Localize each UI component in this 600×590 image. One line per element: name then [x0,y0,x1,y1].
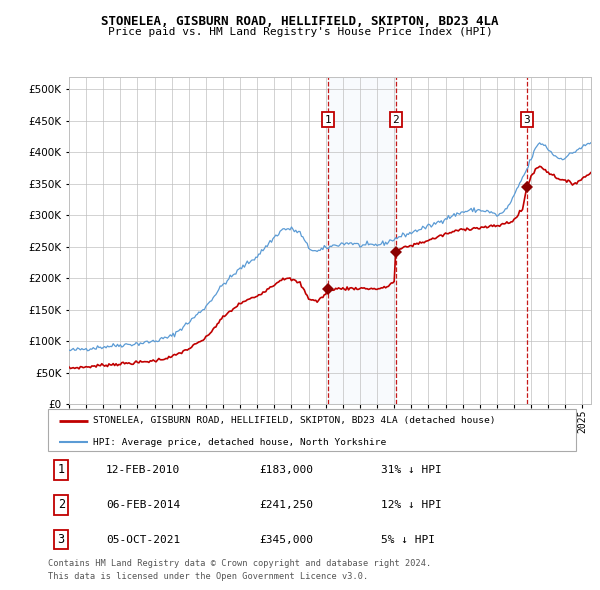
Text: Price paid vs. HM Land Registry's House Price Index (HPI): Price paid vs. HM Land Registry's House … [107,27,493,37]
Text: 06-FEB-2014: 06-FEB-2014 [106,500,181,510]
Text: STONELEA, GISBURN ROAD, HELLIFIELD, SKIPTON, BD23 4LA (detached house): STONELEA, GISBURN ROAD, HELLIFIELD, SKIP… [93,417,496,425]
Text: 31% ↓ HPI: 31% ↓ HPI [380,465,442,475]
Text: £241,250: £241,250 [259,500,313,510]
Text: 1: 1 [58,463,65,477]
Text: 2: 2 [58,498,65,512]
Text: 05-OCT-2021: 05-OCT-2021 [106,535,181,545]
Text: 5% ↓ HPI: 5% ↓ HPI [380,535,434,545]
Text: £345,000: £345,000 [259,535,313,545]
FancyBboxPatch shape [48,409,576,451]
Bar [328,77,396,404]
Text: 2: 2 [392,114,399,124]
Text: 12-FEB-2010: 12-FEB-2010 [106,465,181,475]
Text: 12% ↓ HPI: 12% ↓ HPI [380,500,442,510]
Text: HPI: Average price, detached house, North Yorkshire: HPI: Average price, detached house, Nort… [93,438,386,447]
Text: This data is licensed under the Open Government Licence v3.0.: This data is licensed under the Open Gov… [48,572,368,581]
Text: 1: 1 [325,114,331,124]
Text: STONELEA, GISBURN ROAD, HELLIFIELD, SKIPTON, BD23 4LA: STONELEA, GISBURN ROAD, HELLIFIELD, SKIP… [101,15,499,28]
Text: £183,000: £183,000 [259,465,313,475]
Text: Contains HM Land Registry data © Crown copyright and database right 2024.: Contains HM Land Registry data © Crown c… [48,559,431,568]
Text: 3: 3 [524,114,530,124]
Text: 3: 3 [58,533,65,546]
